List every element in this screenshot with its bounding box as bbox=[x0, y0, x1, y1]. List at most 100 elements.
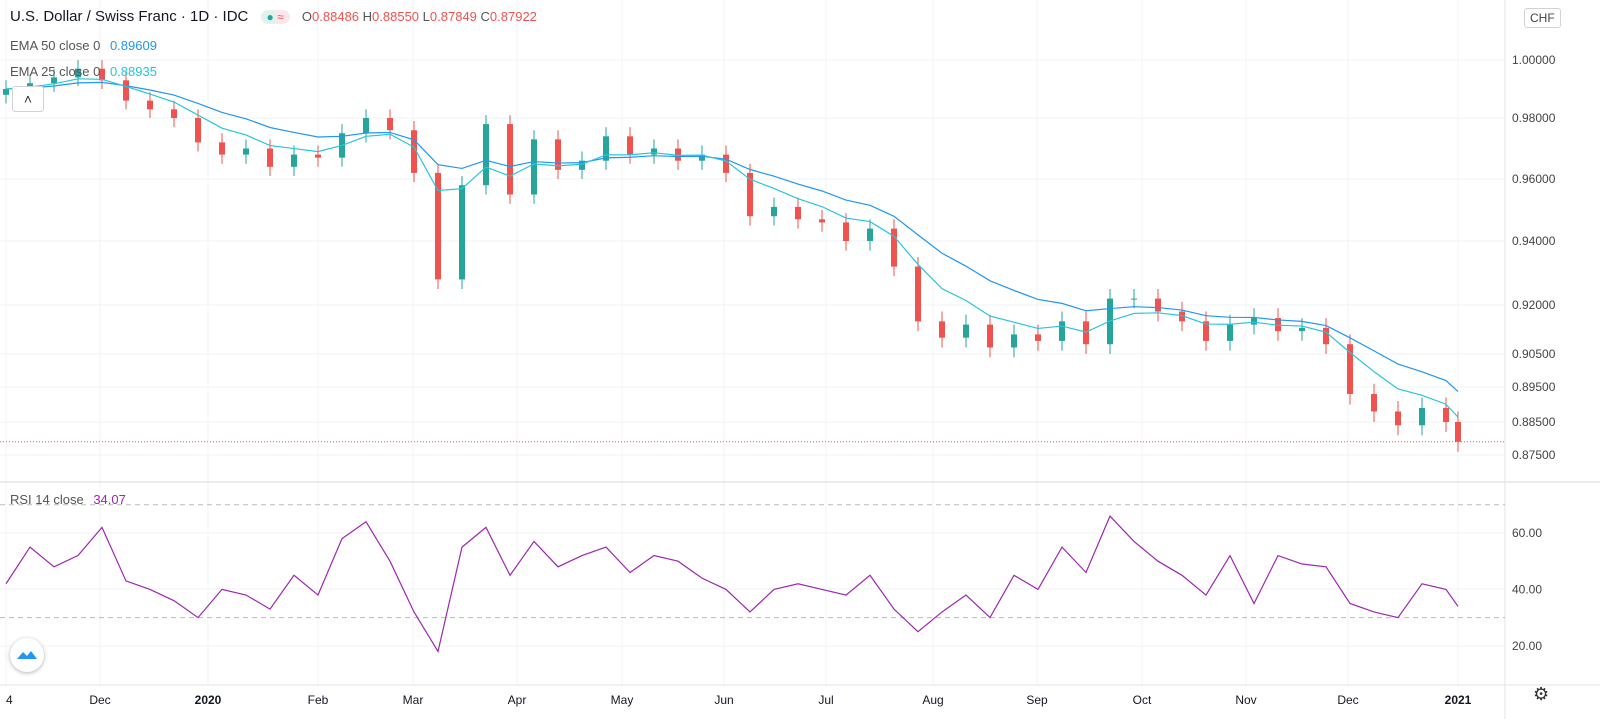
time-tick-label: Mar bbox=[403, 693, 424, 707]
candle-body bbox=[1035, 334, 1041, 341]
candle-body bbox=[723, 154, 729, 173]
currency-label: CHF bbox=[1530, 11, 1555, 25]
price-tick-label: 0.88500 bbox=[1512, 415, 1556, 429]
candle bbox=[675, 139, 681, 170]
candle-body bbox=[411, 130, 417, 173]
candle bbox=[99, 60, 105, 89]
candle-body bbox=[1179, 311, 1185, 322]
candle bbox=[795, 197, 801, 229]
candle bbox=[1083, 311, 1089, 354]
candle-body bbox=[1155, 298, 1161, 312]
time-tick-label: 2021 bbox=[1445, 693, 1472, 707]
ema25-legend[interactable]: EMA 25 close 0 0.88935 bbox=[10, 64, 157, 79]
rsi-legend[interactable]: RSI 14 close 34.07 bbox=[10, 492, 126, 507]
candle bbox=[555, 130, 561, 179]
candle-body bbox=[99, 68, 105, 81]
candle bbox=[1395, 401, 1401, 436]
ema-line-50 bbox=[5, 81, 1459, 393]
candle-body bbox=[387, 118, 393, 131]
candle-body bbox=[123, 80, 129, 101]
candle-body bbox=[843, 222, 849, 241]
candle bbox=[1203, 311, 1209, 351]
candle bbox=[891, 219, 897, 277]
candle-body bbox=[1131, 298, 1137, 300]
candle-body bbox=[819, 219, 825, 223]
time-tick-label: Sep bbox=[1026, 693, 1048, 707]
settings-gear-icon[interactable]: ⚙ bbox=[1533, 684, 1550, 704]
candle-body bbox=[603, 136, 609, 161]
candle-body bbox=[219, 142, 225, 155]
candle-body bbox=[699, 154, 705, 161]
candle bbox=[963, 314, 969, 348]
candle bbox=[3, 80, 9, 104]
candle bbox=[219, 133, 225, 164]
time-tick-label: Feb bbox=[308, 693, 329, 707]
time-tick-label: Jul bbox=[818, 693, 833, 707]
candle bbox=[1443, 397, 1449, 432]
candle-body bbox=[1323, 327, 1329, 345]
rsi-value: 34.07 bbox=[93, 492, 126, 507]
ohlc-values: O0.88486 H0.88550 L0.87849 C0.87922 bbox=[302, 9, 537, 24]
open-value: 0.88486 bbox=[312, 9, 360, 24]
chevron-up-icon: ˄ bbox=[23, 91, 33, 107]
market-status-badge[interactable]: ● ≈ bbox=[260, 10, 290, 24]
candle-body bbox=[531, 139, 537, 195]
candle-body bbox=[627, 136, 633, 155]
candle bbox=[531, 130, 537, 204]
price-tick-label: 0.87500 bbox=[1512, 448, 1556, 462]
candle bbox=[867, 219, 873, 251]
candle-body bbox=[483, 124, 489, 186]
symbol-title: U.S. Dollar / Swiss Franc · 1D · IDC bbox=[10, 8, 249, 25]
candle-body bbox=[891, 228, 897, 267]
collapse-legend-button[interactable]: ˄ bbox=[12, 86, 44, 112]
tradingview-logo[interactable] bbox=[10, 638, 44, 672]
low-value: 0.87849 bbox=[429, 9, 477, 24]
currency-button[interactable]: CHF bbox=[1524, 8, 1561, 28]
candle-body bbox=[1455, 422, 1461, 442]
candle-body bbox=[555, 139, 561, 170]
candle-body bbox=[867, 228, 873, 241]
candle bbox=[1059, 311, 1065, 351]
candle bbox=[195, 109, 201, 152]
candle bbox=[291, 145, 297, 176]
ema50-legend[interactable]: EMA 50 close 0 0.89609 bbox=[10, 38, 157, 53]
candle-body bbox=[987, 324, 993, 348]
candle bbox=[1179, 301, 1185, 332]
candle bbox=[747, 163, 753, 226]
candle bbox=[1323, 318, 1329, 354]
close-value: 0.87922 bbox=[489, 9, 537, 24]
price-tick-label: 0.89500 bbox=[1512, 380, 1556, 394]
ema25-value: 0.88935 bbox=[109, 64, 157, 79]
price-tick-label: 0.92000 bbox=[1512, 298, 1556, 312]
candle bbox=[147, 91, 153, 118]
candle bbox=[1371, 383, 1377, 422]
candle bbox=[1227, 314, 1233, 351]
candle bbox=[1011, 324, 1017, 358]
ema25-label: EMA 25 close 0 bbox=[10, 64, 101, 79]
price-tick-label: 0.90500 bbox=[1512, 347, 1556, 361]
candle-body bbox=[1347, 344, 1353, 394]
candle bbox=[723, 145, 729, 183]
time-tick-label: Dec bbox=[1337, 693, 1358, 707]
time-tick-label: May bbox=[611, 693, 634, 707]
candle-body bbox=[675, 148, 681, 161]
price-tick-label: 0.98000 bbox=[1512, 111, 1556, 125]
candle-body bbox=[579, 160, 585, 170]
price-tick-label: 1.00000 bbox=[1512, 53, 1556, 67]
candle-body bbox=[1419, 408, 1425, 426]
candle-body bbox=[1251, 318, 1257, 325]
candle bbox=[771, 197, 777, 226]
candle bbox=[987, 314, 993, 358]
time-tick-label: Aug bbox=[922, 693, 943, 707]
candle bbox=[315, 145, 321, 167]
candle bbox=[1131, 289, 1137, 309]
candle bbox=[699, 145, 705, 170]
candle-body bbox=[1395, 411, 1401, 426]
candle-body bbox=[435, 172, 441, 280]
candle bbox=[171, 100, 177, 128]
candle-body bbox=[171, 109, 177, 118]
candle bbox=[1419, 397, 1425, 436]
candle-body bbox=[147, 100, 153, 110]
